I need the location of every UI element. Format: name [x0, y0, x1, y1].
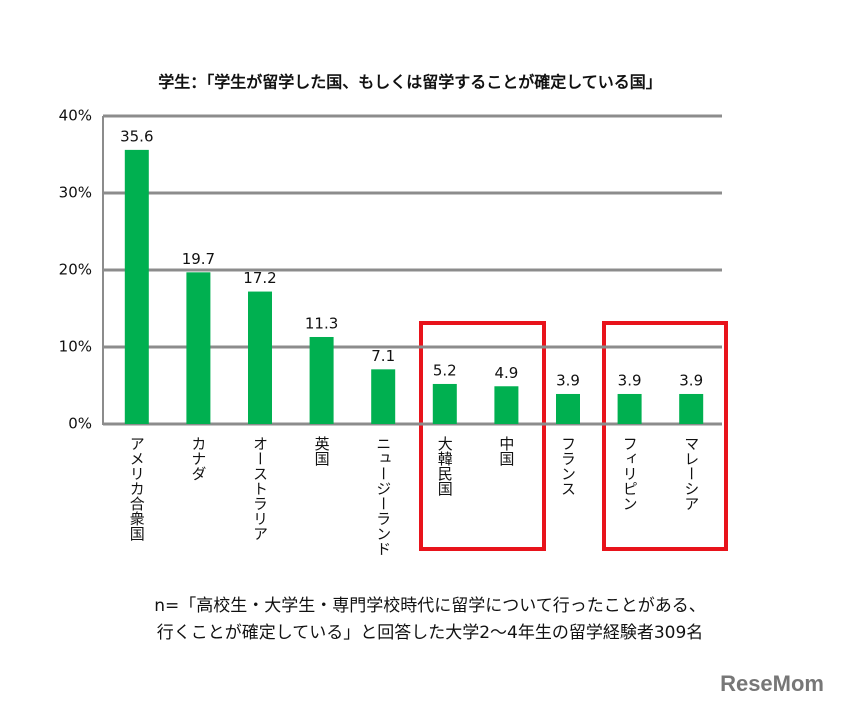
bar [371, 369, 396, 424]
bar [309, 336, 334, 424]
footnote: 行くことが確定している」と回答した大学2～4年生の留学経験者309名 [157, 623, 704, 643]
x-tick-label: フィリピン [621, 436, 639, 511]
data-label: 17.2 [243, 269, 276, 287]
x-tick-label: ニュージーランド [374, 436, 392, 556]
y-tick-label: 0% [68, 415, 92, 433]
data-label: 3.9 [618, 371, 642, 389]
bar [186, 272, 211, 424]
highlight-box [602, 321, 728, 551]
data-label: 35.6 [120, 127, 153, 145]
bar [617, 393, 642, 424]
x-tick-label: 英国 [313, 435, 331, 466]
x-tick-label: オーストラリア [251, 436, 269, 541]
y-tick-label: 40% [59, 107, 92, 125]
bar [248, 291, 272, 424]
data-label: 3.9 [556, 371, 580, 389]
bar [679, 393, 704, 424]
bar [494, 386, 519, 424]
x-tick-label: マレーシア [682, 436, 700, 511]
y-tick-label: 30% [59, 184, 92, 202]
data-label: 4.9 [494, 364, 518, 382]
highlight-box [419, 321, 546, 551]
data-label: 19.7 [182, 250, 215, 268]
data-label: 5.2 [433, 361, 457, 379]
y-tick-label: 10% [59, 338, 92, 356]
data-label: 7.1 [371, 347, 395, 365]
x-tick-label: 大韓民国 [436, 436, 454, 496]
y-tick-label: 20% [59, 261, 92, 279]
bar [432, 383, 457, 424]
x-tick-label: カナダ [189, 436, 207, 481]
bar [124, 149, 149, 424]
x-tick-label: 中国 [497, 436, 515, 466]
x-tick-label: フランス [559, 436, 577, 496]
watermark: ReseMom [720, 671, 824, 696]
data-label: 11.3 [305, 314, 338, 332]
footnote: n=「高校生・大学生・専門学校時代に留学について行ったことがある、 [154, 596, 706, 616]
bar [556, 393, 580, 424]
x-tick-label: アメリカ合衆国 [128, 436, 146, 541]
data-label: 3.9 [679, 371, 703, 389]
chart-title: 学生：「学生が留学した国、もしくは留学することが確定している国」 [158, 73, 662, 92]
